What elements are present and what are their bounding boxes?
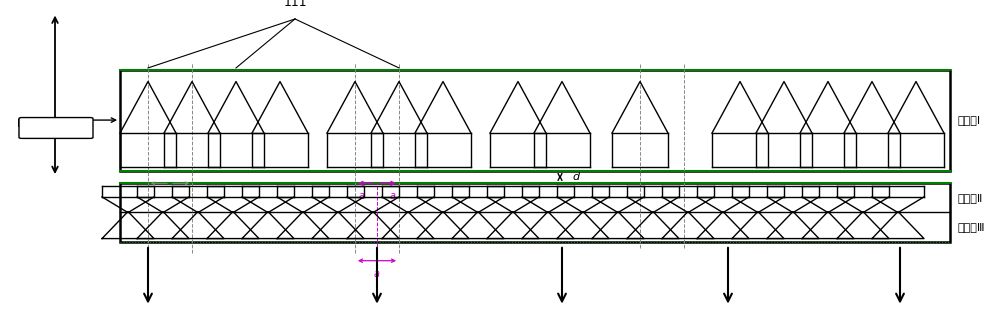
Text: a: a <box>359 191 365 201</box>
Text: 111: 111 <box>283 0 307 9</box>
Text: a: a <box>374 269 380 279</box>
Text: d: d <box>572 172 579 182</box>
Text: 棱镜组Ⅱ: 棱镜组Ⅱ <box>958 193 983 203</box>
FancyBboxPatch shape <box>19 118 93 138</box>
Bar <box>120 70 950 171</box>
Text: moto: moto <box>17 128 42 138</box>
Text: a: a <box>389 191 395 201</box>
Text: 棱镜组Ⅰ: 棱镜组Ⅰ <box>958 115 981 125</box>
Text: Drive: Drive <box>17 119 43 129</box>
Bar <box>120 183 950 242</box>
Text: 棱镜组Ⅲ: 棱镜组Ⅲ <box>958 222 986 232</box>
